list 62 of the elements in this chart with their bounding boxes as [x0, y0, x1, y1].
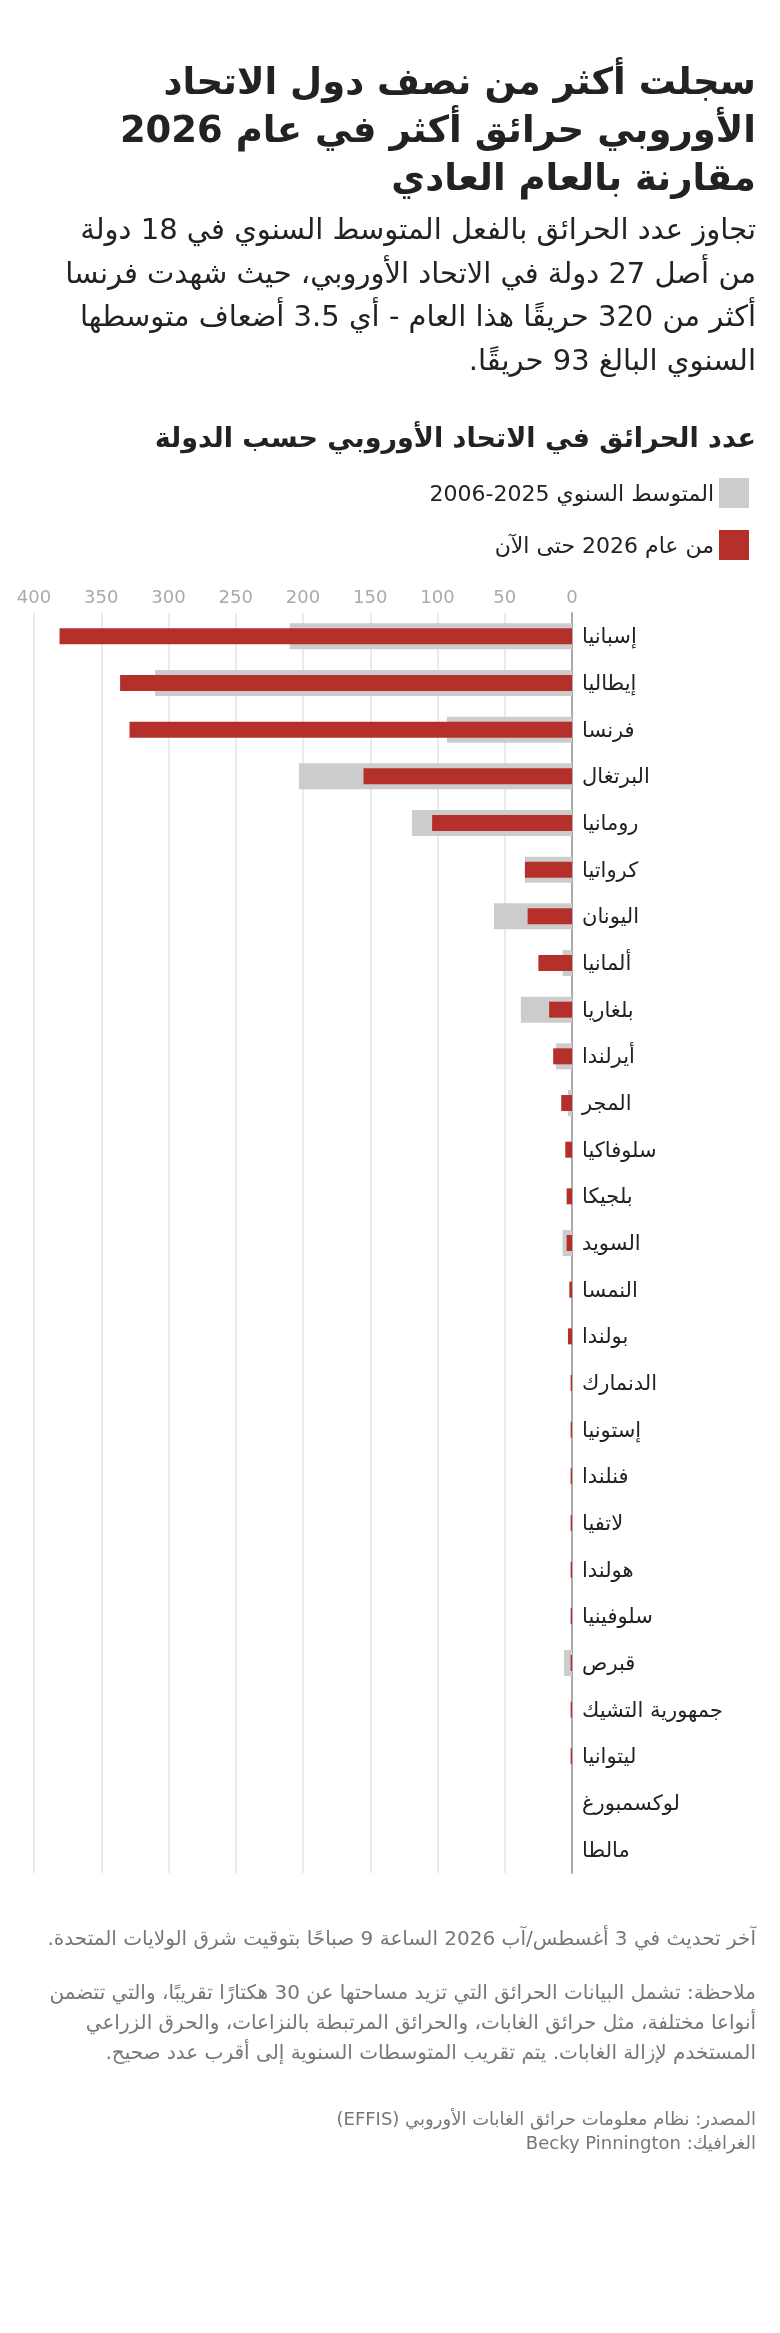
y-tick-label: اليونان — [582, 904, 640, 929]
y-tick-label: هولندا — [582, 1557, 634, 1582]
x-tick-label: 200 — [285, 585, 321, 607]
y-tick-label: إيطاليا — [582, 671, 637, 697]
bar — [432, 815, 572, 832]
text: الغرافيك: Becky Pinnington — [524, 2130, 756, 2155]
y-tick-label: ألمانيا — [582, 949, 632, 976]
y-tick-label: الدنمارك — [582, 1371, 658, 1396]
bar — [566, 1235, 572, 1252]
y-tick-label: البرتغال — [582, 764, 650, 789]
y-tick-label: النمسا — [582, 1277, 638, 1302]
y-tick-label: السويد — [582, 1231, 641, 1256]
y-tick-label: بولندا — [582, 1324, 629, 1349]
y-tick-label: المجر — [581, 1091, 632, 1116]
bar — [538, 955, 572, 972]
bar — [561, 1095, 572, 1112]
x-tick-label: 250 — [218, 585, 253, 607]
y-tick-label: فرنسا — [582, 717, 635, 742]
x-tick-label: 100 — [420, 585, 455, 607]
y-tick-label: رومانيا — [582, 811, 639, 836]
bar — [129, 721, 572, 738]
x-tick-label: 350 — [84, 585, 119, 607]
y-tick-label: مالطا — [582, 1837, 630, 1862]
y-tick-label: سلوفاكيا — [582, 1137, 657, 1162]
bar — [363, 768, 572, 785]
y-tick-label: ليتوانيا — [582, 1744, 637, 1769]
bar — [553, 1048, 572, 1065]
bar — [566, 1188, 572, 1205]
bar — [549, 1001, 572, 1018]
text: عدد الحرائق في الاتحاد الأوروبي حسب الدولة — [153, 422, 756, 454]
y-tick-label: إسبانيا — [582, 624, 637, 650]
text: آخر تحديث في 3 أغسطس/آب 2026 الساعة 9 صباحًا بتوقيت شرق الولايات المتحدة. — [46, 1924, 756, 1953]
bar — [563, 1650, 572, 1677]
bar — [527, 908, 572, 925]
x-tick-label: 0 — [566, 585, 578, 607]
bar — [567, 1328, 572, 1345]
y-tick-label: بلجيكا — [582, 1184, 633, 1209]
bar — [565, 1141, 572, 1158]
y-tick-label: جمهورية التشيك — [582, 1697, 723, 1722]
bar — [569, 1281, 572, 1298]
text: ملاحظة: تشمل البيانات الحرائق التي تزيد مساحتها عن 30 هكتارًا تقريبًا، والتي تتضمن أنواعا مختلفة، مثل حرائق الغابات، والحرائق المرتبطة بالنزاعات، والحرق الزراعي المستخدم لإزالة الغابات. يتم تقريب المتوسطات السنوية إلى أقرب عدد صحيح. — [48, 1979, 756, 2067]
y-tick-label: أيرلندا — [582, 1042, 635, 1069]
y-tick-label: إستونيا — [582, 1417, 642, 1443]
x-tick-label: 300 — [151, 585, 186, 607]
legend-label: من عام 2026 حتى الآن — [494, 532, 714, 558]
bar — [59, 628, 572, 645]
legend-label: المتوسط السنوي 2025-2006 — [429, 480, 714, 506]
text: المصدر: نظام معلومات حرائق الغابات الأوروبي (EFFIS) — [335, 2107, 756, 2131]
bar — [524, 861, 572, 878]
y-tick-label: كرواتيا — [582, 857, 639, 882]
y-tick-label: فنلندا — [582, 1464, 629, 1489]
y-tick-label: لوكسمبورغ — [582, 1791, 680, 1816]
chart-subtitle: تجاوز عدد الحرائق بالفعل المتوسط السنوي في 18 دولة من أصل 27 دولة في الاتحاد الأوروبي، حيث شهدت فرنسا أكثر من 320 حريقًا هذا العام - أي 3.5 أضعاف متوسطها السنوي البالغ 93 حريقًا. — [64, 211, 756, 379]
y-tick-label: قبرص — [582, 1651, 636, 1676]
y-tick-label: بلغاريا — [582, 997, 634, 1022]
x-tick-label: 150 — [353, 585, 388, 607]
x-tick-label: 50 — [493, 585, 517, 607]
chart-title: سجلت أكثر من نصف دول الاتحاد الأوروبي حرائق أكثر في عام 2026 مقارنة بالعام العادي — [118, 58, 756, 202]
bar — [120, 675, 572, 692]
x-tick-label: 400 — [16, 585, 52, 607]
y-tick-label: سلوفينيا — [582, 1604, 653, 1629]
y-tick-label: لاتفيا — [582, 1511, 624, 1536]
